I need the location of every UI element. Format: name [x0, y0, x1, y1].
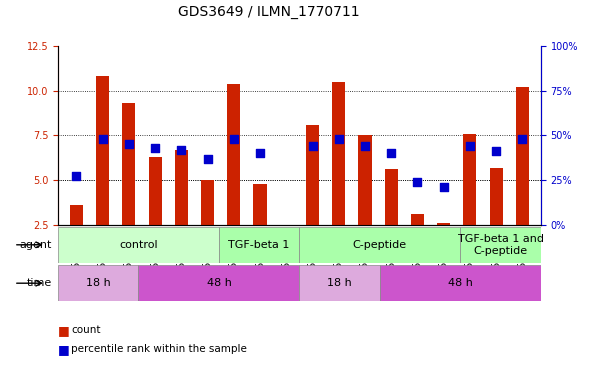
Text: 48 h: 48 h [448, 278, 473, 288]
Point [360, 143, 370, 149]
Bar [254, 184, 266, 225]
Point [203, 156, 213, 162]
Text: C-peptide: C-peptide [353, 240, 407, 250]
Point [229, 136, 239, 142]
Text: 18 h: 18 h [327, 278, 352, 288]
Point [150, 145, 160, 151]
Point [177, 147, 186, 153]
Text: agent: agent [20, 240, 52, 250]
Bar [437, 223, 450, 225]
Point [518, 136, 527, 142]
Bar [58, 265, 139, 301]
Bar [411, 214, 424, 225]
Bar [306, 125, 319, 225]
Bar [96, 76, 109, 225]
Bar [122, 103, 136, 225]
Point [71, 173, 81, 179]
Bar [385, 169, 398, 225]
Bar [359, 136, 371, 225]
Bar [175, 150, 188, 225]
Bar [58, 227, 219, 263]
Text: 18 h: 18 h [86, 278, 111, 288]
Bar [299, 227, 460, 263]
Text: TGF-beta 1 and
C-peptide: TGF-beta 1 and C-peptide [458, 234, 544, 256]
Bar [201, 180, 214, 225]
Text: count: count [71, 325, 101, 335]
Bar [489, 167, 503, 225]
Point [124, 141, 134, 147]
Text: ■: ■ [58, 324, 70, 337]
Bar [516, 87, 529, 225]
Bar [139, 265, 299, 301]
Text: percentile rank within the sample: percentile rank within the sample [71, 344, 247, 354]
Bar [227, 84, 240, 225]
Bar [332, 82, 345, 225]
Bar [148, 157, 162, 225]
Point [307, 143, 317, 149]
Bar [463, 134, 477, 225]
Point [491, 148, 501, 154]
Point [439, 184, 448, 190]
Text: TGF-beta 1: TGF-beta 1 [229, 240, 290, 250]
Point [255, 150, 265, 156]
Point [465, 143, 475, 149]
Bar [299, 265, 380, 301]
Point [98, 136, 108, 142]
Text: GDS3649 / ILMN_1770711: GDS3649 / ILMN_1770711 [178, 5, 360, 19]
Point [386, 150, 396, 156]
Text: control: control [119, 240, 158, 250]
Text: 48 h: 48 h [207, 278, 232, 288]
Text: ■: ■ [58, 343, 70, 356]
Bar [219, 227, 299, 263]
Point [412, 179, 422, 185]
Bar [380, 265, 541, 301]
Bar [460, 227, 541, 263]
Point [334, 136, 343, 142]
Text: time: time [27, 278, 52, 288]
Bar [70, 205, 83, 225]
